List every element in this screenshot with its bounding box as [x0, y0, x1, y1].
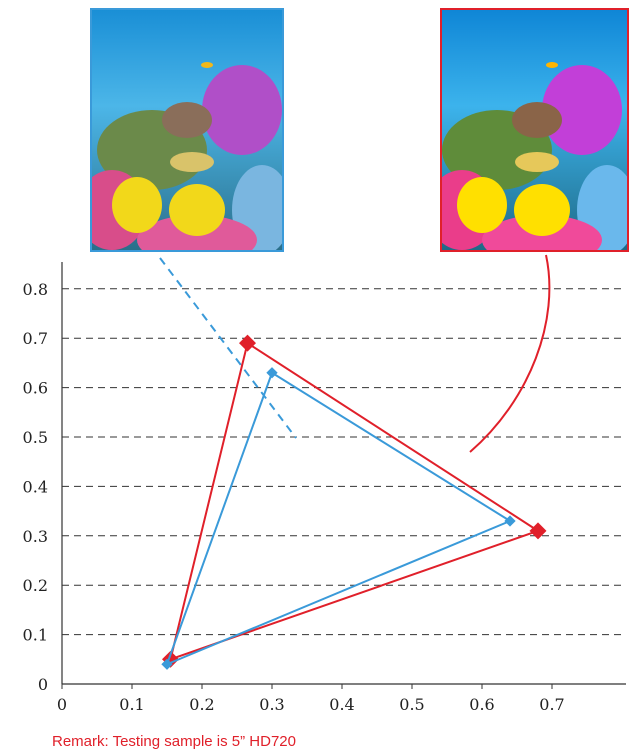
- image-connectors: [159, 254, 551, 453]
- x-tick-label: 0.7: [539, 695, 564, 714]
- x-tick-label: 0.6: [469, 695, 494, 714]
- right-reef-image: [440, 8, 629, 252]
- y-tick-label: 0.7: [23, 329, 48, 348]
- blue-connector-line: [159, 257, 297, 439]
- tick-labels: 0 0.1 0.2 0.3 0.4 0.5 0.6 0.7 0.8 0 0.1 0.2 0.3 0.4 0.…: [23, 280, 565, 714]
- axes: [61, 262, 626, 689]
- x-tick-label: 0: [57, 695, 67, 714]
- series-1-point-0: [504, 515, 516, 527]
- series-0-point-1: [239, 334, 256, 352]
- gamut-triangles: [161, 334, 547, 670]
- x-tick-label: 0.2: [189, 695, 214, 714]
- y-tick-label: 0.4: [23, 477, 48, 496]
- x-tick-label: 0.3: [259, 695, 284, 714]
- series-1-point-2: [161, 658, 173, 670]
- y-tick-label: 0.2: [23, 576, 48, 595]
- x-tick-label: 0.4: [329, 695, 354, 714]
- y-tick-label: 0.6: [23, 379, 48, 398]
- series-0-point-0: [529, 522, 547, 540]
- x-tick-label: 0.5: [399, 695, 424, 714]
- y-tick-label: 0.5: [23, 428, 48, 447]
- remark-text: Remark: Testing sample is 5” HD720: [52, 733, 296, 750]
- grid-lines: [62, 288, 626, 636]
- x-tick-label: 0.1: [119, 695, 144, 714]
- series-1-point-1: [266, 367, 278, 379]
- series-0-triangle: [169, 341, 541, 661]
- series-1-triangle: [165, 371, 513, 667]
- left-reef-image: [90, 8, 284, 252]
- y-tick-label: 0.1: [23, 626, 48, 645]
- y-tick-label: 0: [38, 675, 48, 694]
- red-connector-curve: [469, 254, 551, 453]
- y-tick-label: 0.3: [23, 527, 48, 546]
- y-tick-label: 0.8: [23, 280, 48, 299]
